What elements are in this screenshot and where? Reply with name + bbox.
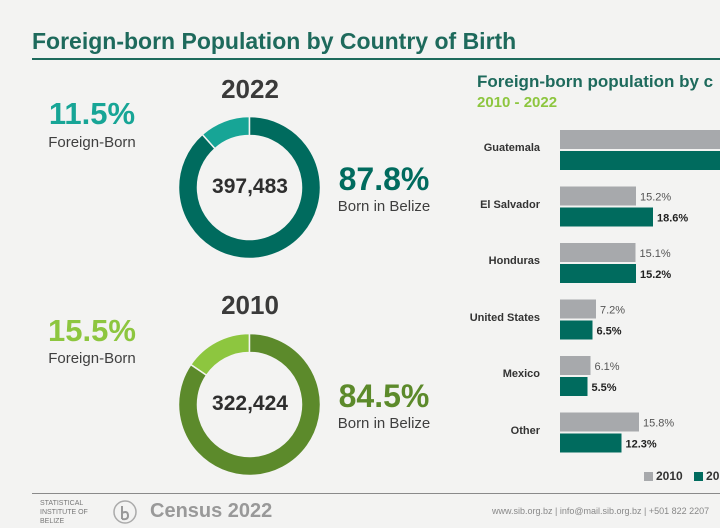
data-label-20-united-states: 6.5%: [597, 326, 622, 338]
page-title: Foreign-born Population by Country of Bi…: [32, 28, 517, 54]
donut-total-2022: 397,483: [212, 175, 288, 198]
title-divider: [32, 58, 720, 60]
bar-20-united-states: [560, 320, 593, 340]
bar-legend: 2010 20: [644, 469, 719, 483]
donut-chart-2010: [178, 333, 321, 476]
born-in-belize-label-2010: Born in Belize: [337, 415, 431, 432]
contact-info: www.sib.org.bz | info@mail.sib.org.bz | …: [492, 506, 710, 516]
footer-divider: [32, 493, 720, 494]
institute-name: STATISTICAL INSTITUTE OF BELIZE: [40, 500, 88, 525]
donut-total-2010: 322,424: [212, 392, 288, 415]
foreign-born-pct-2022: 11.5%: [48, 96, 136, 131]
bar-chart-subtitle: 2010 - 2022: [477, 94, 558, 111]
bar-20-other: [560, 433, 622, 453]
category-label-other: Other: [510, 424, 540, 437]
data-label-20-el-salvador: 18.6%: [657, 213, 688, 225]
bar-20-el-salvador: [560, 207, 653, 227]
bar-2010-united-states: [560, 299, 596, 319]
category-label-el-salvador: El Salvador: [480, 198, 540, 211]
data-label-2010-other: 15.8%: [643, 418, 674, 430]
year-2022-label: 2022: [221, 74, 279, 104]
bar-chart: 15.2% 18.6% 15.1% 15.2% 7.2% 6.5% 6.1% 5.5% 15.8…: [560, 130, 720, 453]
data-label-2010-mexico: 6.1%: [595, 361, 620, 373]
category-label-guatemala: Guatemala: [483, 142, 540, 154]
category-label-mexico: Mexico: [502, 368, 540, 380]
legend-swatch-2010: [644, 472, 653, 482]
donut-segment-belize-2010: [178, 333, 321, 476]
foreign-born-label-2022: Foreign-Born: [48, 134, 136, 151]
bar-20-honduras: [560, 264, 636, 283]
legend-label-2022: 20: [706, 469, 720, 483]
category-label-honduras: Honduras: [488, 255, 540, 267]
bar-chart-title: Foreign-born population by c: [477, 72, 714, 91]
bar-20-guatemala: [560, 151, 720, 170]
foreign-born-label-2010: Foreign-Born: [48, 350, 136, 367]
data-label-2010-honduras: 15.1%: [640, 248, 671, 260]
year-2010-label: 2010: [221, 290, 279, 320]
bar-2010-other: [560, 412, 639, 432]
born-in-belize-pct-2010: 84.5%: [338, 378, 430, 414]
legend-swatch-2022: [694, 472, 704, 482]
born-in-belize-label-2022: Born in Belize: [337, 198, 431, 215]
bar-2010-honduras: [560, 243, 636, 262]
foreign-born-pct-2010: 15.5%: [48, 313, 136, 348]
bar-2010-guatemala: [560, 130, 720, 149]
donut-segment-foreign-2010: [189, 333, 251, 377]
bar-20-mexico: [560, 377, 588, 396]
data-label-20-other: 12.3%: [626, 439, 657, 451]
donut-segment-belize-2022: [178, 116, 321, 259]
data-label-2010-united-states: 7.2%: [600, 305, 625, 317]
data-label-20-honduras: 15.2%: [640, 269, 671, 281]
sib-logo: [113, 500, 137, 524]
data-label-20-mexico: 5.5%: [592, 382, 617, 394]
data-label-2010-el-salvador: 15.2%: [640, 192, 671, 204]
bar-2010-el-salvador: [560, 186, 636, 206]
born-in-belize-pct-2022: 87.8%: [338, 161, 430, 197]
donut-chart-2022: [178, 116, 321, 259]
census-logo: Census 2022: [150, 500, 273, 522]
legend-label-2010: 2010: [656, 469, 683, 483]
bar-2010-mexico: [560, 356, 591, 375]
category-label-united-states: United States: [469, 311, 540, 324]
